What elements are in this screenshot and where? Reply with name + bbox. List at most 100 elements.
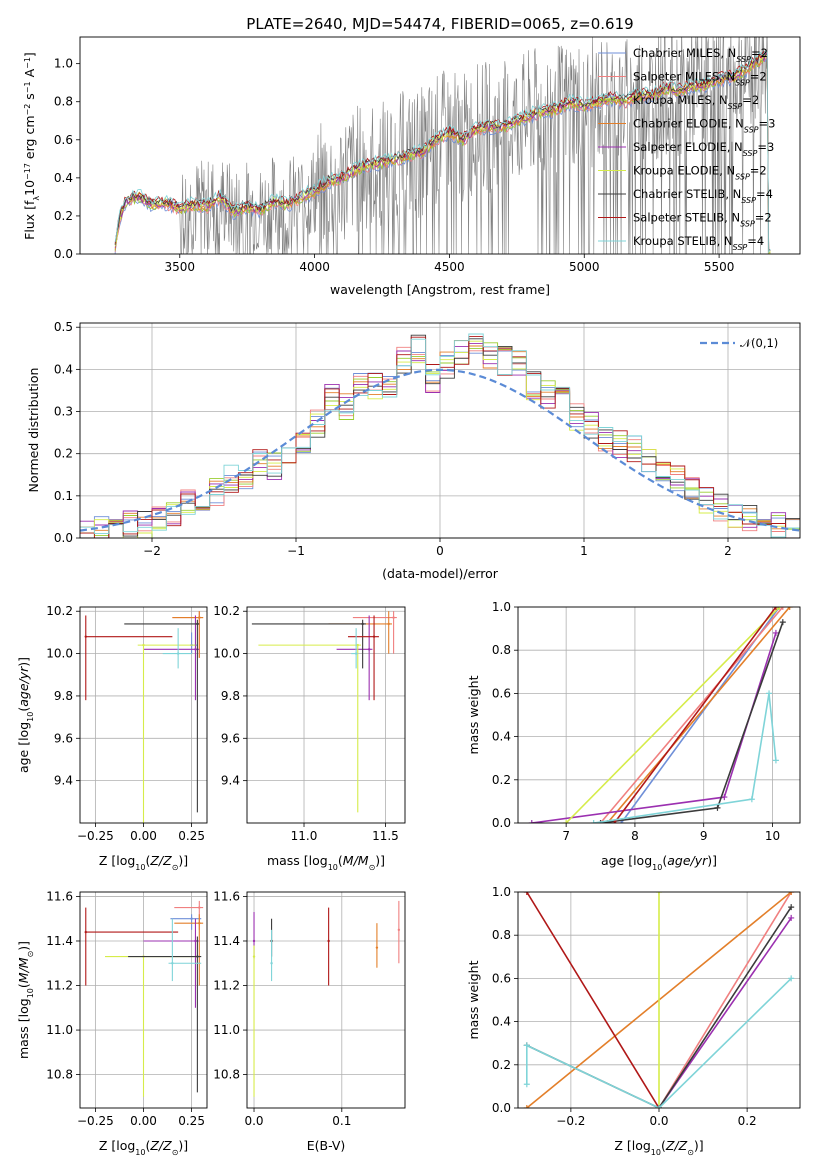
legend-label: Salpeter ELODIE, NSSP=3 [633,140,774,158]
x-axis-label: Z [log10(Z/Z⊙)] [614,1138,703,1157]
y-tick-label: 9.6 [221,731,240,745]
errorbar-point [198,616,201,619]
weight-marker [721,794,728,801]
weight-marker [523,892,530,895]
legend-label: Chabrier MILES, NSSP=2 [633,46,768,64]
errorbar-point [356,643,359,647]
axes-frame [79,322,801,539]
plot-area-mass_vs_Z [84,900,204,1097]
normal-reference-curve [80,368,800,532]
errorbar-point [270,962,273,965]
axes-frame [517,891,801,1109]
weight-line-4 [658,917,792,1108]
x-axis-label: Z [log10(Z/Z⊙)] [99,853,188,872]
weight-marker [528,820,535,823]
y-tick-label: 0.0 [54,247,73,261]
x-tick-label: 1 [580,544,588,558]
y-tick-label: 10.2 [213,604,240,618]
weight-marker [523,1081,530,1088]
weight-line-7 [526,892,660,1108]
x-tick-label: 0.25 [178,829,205,843]
weight-line-1 [658,892,792,1108]
errorbar-point [198,906,201,909]
errorbar-point [252,955,256,958]
legend-label: 𝒩(0,1) [740,336,778,350]
y-tick-label: 0.6 [492,971,511,985]
y-tick-label: 9.8 [221,689,240,703]
figure-title: PLATE=2640, MJD=54474, FIBERID=0065, z=0… [246,15,633,33]
y-tick-label: 10.0 [46,647,73,661]
weight-marker [597,820,604,823]
errorbar-point [198,921,201,925]
weight-marker [772,607,779,610]
x-tick-label: 11.0 [291,829,318,843]
weight-marker [788,904,795,911]
x-tick-label: 9 [700,829,708,843]
y-tick-label: 11.2 [46,979,73,993]
panel-spectrum: 3500 4000 4500 5000 5500 0.0 0.2 0.4 0.6 0.8 1.0 Ch… [22,36,801,297]
errorbar-point [84,930,87,934]
y-tick-label: 9.8 [54,689,73,703]
x-tick-label: −0.2 [556,1114,585,1128]
y-tick-label: 11.0 [213,1023,240,1037]
y-axis-label: mass [log10(M/M⊙)] [16,941,35,1059]
residual-histogram-8 [80,333,800,538]
errorbar-point [387,622,390,626]
weight-line-3 [606,607,791,823]
weight-marker [779,607,786,610]
panel-mass_vs_Z: −0.25 0.00 0.25 10.8 11.0 11.2 11.4 11.6 Z [log1… [16,889,208,1157]
y-tick-label: 0.0 [492,816,511,830]
y-tick-label: 0.3 [54,405,73,419]
errorbar-point [84,635,87,638]
weight-marker [656,1105,662,1108]
y-axis-label: age [log10(age/yr)] [16,657,35,773]
errorbar-point [327,939,330,943]
weight-marker [772,757,779,764]
weight-line-7 [613,607,777,823]
plot-area-mass_vs_ebv [252,900,401,1097]
errorbar-point [194,648,197,651]
x-tick-label: 4500 [434,260,465,274]
x-tick-label: 0.00 [130,1114,157,1128]
y-tick-label: 11.4 [46,934,73,948]
weight-marker [766,690,773,697]
y-tick-label: 10.8 [46,1068,73,1082]
y-tick-label: 11.6 [46,889,73,903]
x-axis-label: age [log10(age/yr)] [601,853,717,872]
model-spectrum-line-0 [114,56,770,254]
weight-marker [779,619,786,626]
errorbar-point [354,652,358,655]
y-tick-label: 1.0 [492,885,511,899]
weight-line-1 [599,607,784,823]
panel-age_vs_mass: 11.0 11.5 9.4 9.6 9.8 10.0 10.2 mass [log10(M/M… [213,604,406,872]
axes-frame [246,606,406,824]
x-tick-label: 3500 [165,260,196,274]
x-tick-label: 5500 [704,260,735,274]
legend-label: Salpeter STELIB, NSSP=2 [633,211,772,229]
errorbar-point [392,616,395,619]
x-tick-label: 8 [631,829,639,843]
y-tick-label: 0.4 [492,730,511,744]
errorbar-point [196,622,199,626]
y-axis-label: mass weight [466,675,481,754]
errorbar-point [194,939,197,943]
y-tick-label: 0.8 [492,643,511,657]
panel-residuals: −2 −1 0 1 2 0.0 0.1 0.2 0.3 0.4 0.5 𝒩(0,1) (data-mod… [26,320,801,581]
weight-marker [590,820,597,823]
y-tick-label: 0.4 [492,1015,511,1029]
plot-area-residuals [80,333,800,538]
axes-frame [79,891,208,1109]
x-axis-label: E(B-V) [307,1138,346,1153]
errorbar-point [397,928,401,932]
errorbar-point [171,962,174,965]
model-spectrum-line-8 [114,50,771,254]
y-tick-label: 9.4 [54,774,73,788]
y-tick-label: 11.2 [213,979,240,993]
legend-label: Kroupa MILES, NSSP=2 [633,93,759,111]
x-axis-label: Z [log10(Z/Z⊙)] [99,1138,188,1157]
legend-label: Kroupa ELODIE, NSSP=2 [633,164,767,182]
y-tick-label: 0.1 [54,489,73,503]
y-tick-label: 0.2 [54,447,73,461]
y-tick-label: 11.0 [46,1023,73,1037]
plot-area-weight_vs_Z [523,892,795,1108]
